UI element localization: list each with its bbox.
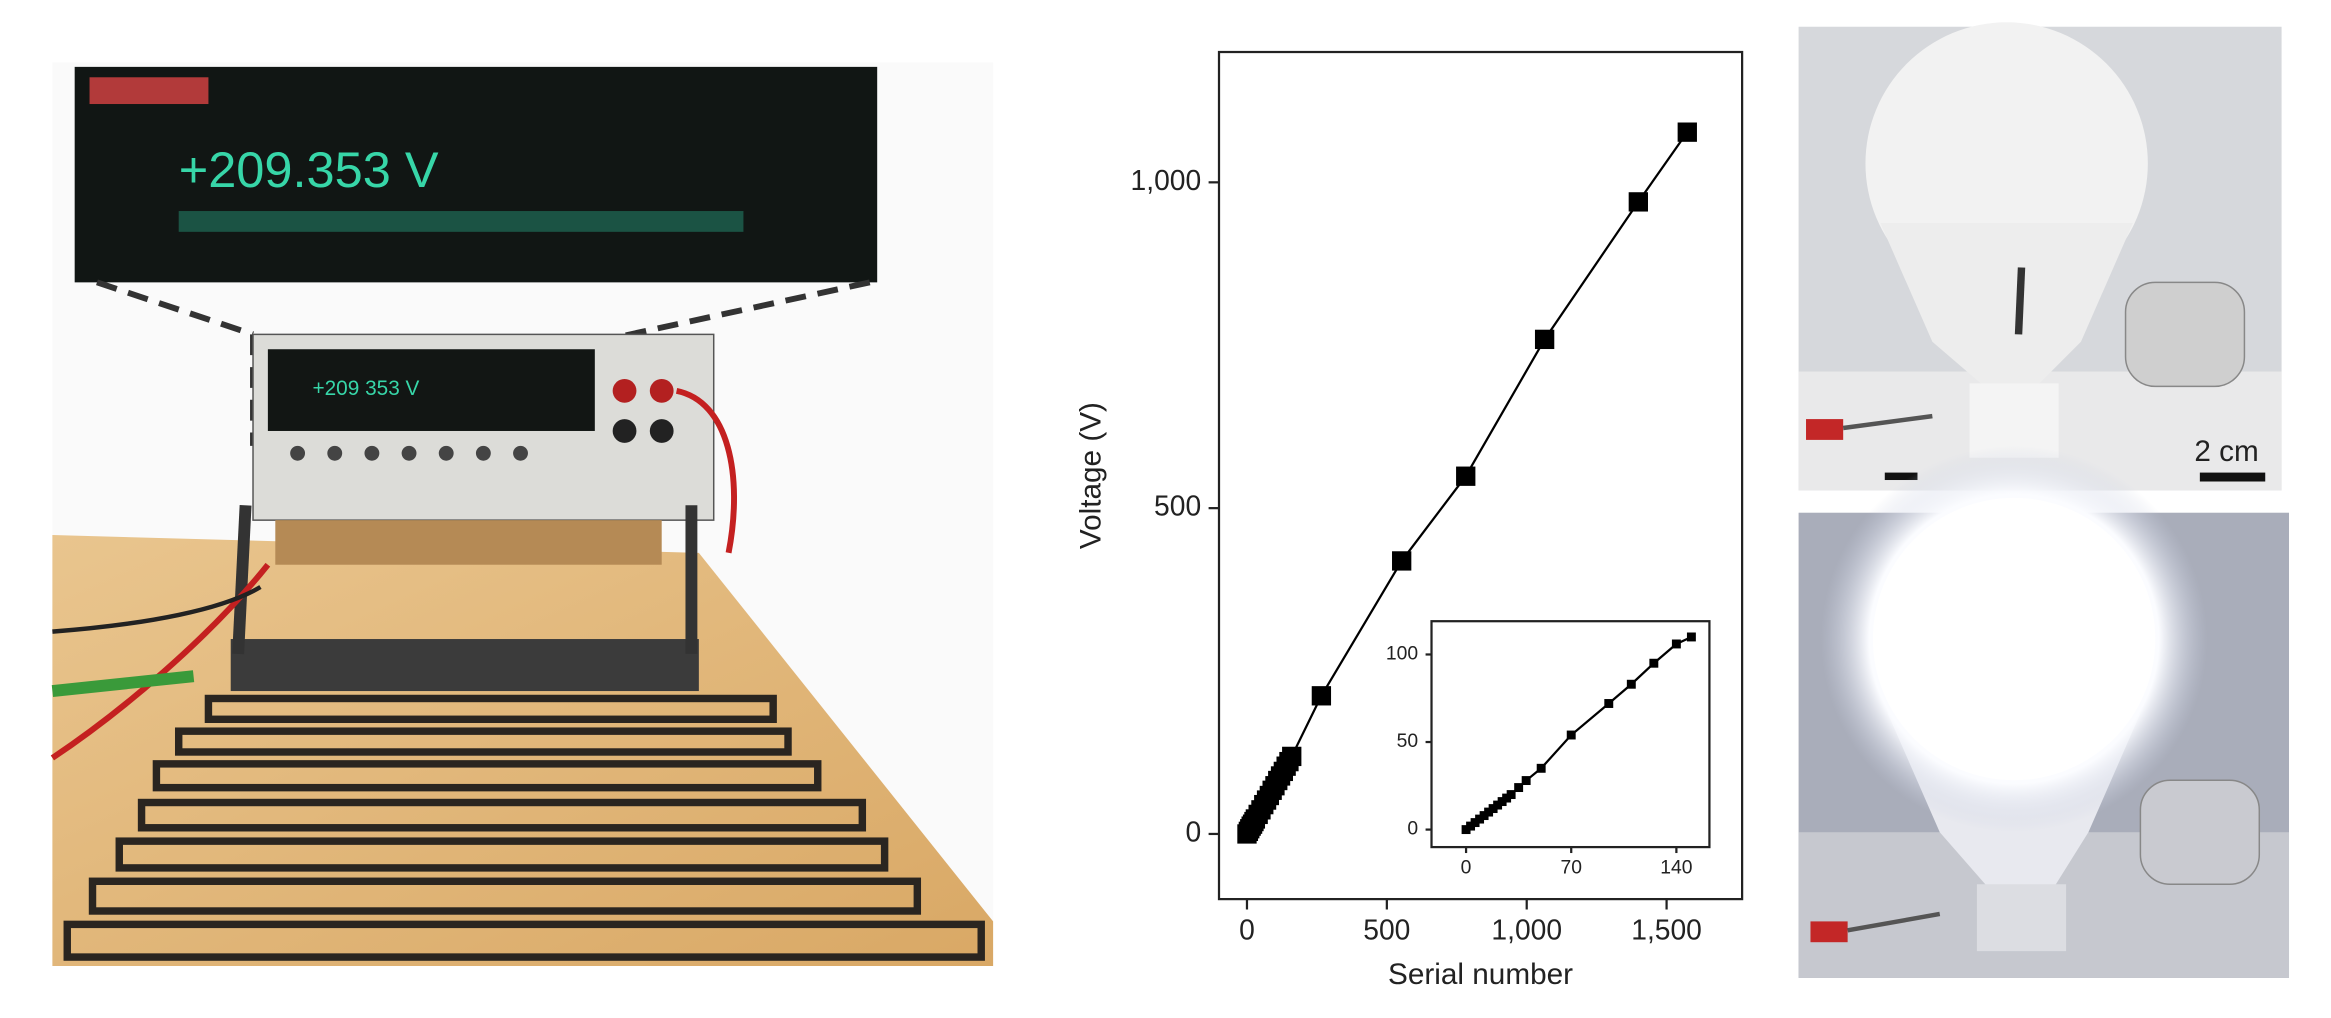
meter-reading: +209.353 V	[179, 141, 439, 198]
data-point	[1479, 811, 1489, 821]
data-point	[1514, 783, 1524, 793]
data-point	[1677, 122, 1697, 142]
data-point	[1392, 551, 1412, 571]
data-point	[1521, 776, 1531, 786]
x-tick-label: 1,000	[1491, 914, 1562, 946]
y-axis-label: Voltage (V)	[1075, 402, 1108, 549]
x-tick-label: 0	[1239, 914, 1255, 946]
y-tick-label: 50	[1397, 731, 1418, 752]
x-axis-label: Serial number	[1388, 958, 1573, 991]
scale-bar-label: 2 cm	[2194, 435, 2258, 468]
x-tick-label: 500	[1363, 914, 1410, 946]
bulb-off-photo: 2 cm	[1798, 22, 2282, 491]
data-point	[1484, 807, 1494, 817]
x-tick-label: 140	[1660, 858, 1692, 879]
data-point	[1461, 825, 1471, 835]
y-tick-label: 0	[1185, 815, 1201, 847]
data-point	[1282, 746, 1302, 767]
data-point	[1497, 797, 1507, 807]
y-tick-label: 100	[1386, 644, 1418, 665]
x-tick-label: 70	[1560, 858, 1581, 879]
y-tick-label: 500	[1154, 490, 1201, 522]
data-point	[1466, 821, 1476, 831]
x-tick-label: 1,500	[1631, 914, 1702, 946]
data-point	[1566, 730, 1576, 740]
x-tick-label: 0	[1461, 858, 1472, 879]
data-point	[1456, 466, 1476, 486]
data-point	[1671, 639, 1681, 649]
data-point	[1506, 790, 1516, 800]
data-point	[1604, 699, 1614, 708]
data-point	[1534, 329, 1555, 350]
data-point	[1628, 192, 1648, 212]
svg-text:+209 353 V: +209 353 V	[312, 377, 419, 400]
y-tick-label: 1,000	[1131, 164, 1202, 196]
data-point	[1475, 814, 1485, 824]
data-point	[1493, 800, 1503, 810]
bulb-on-photo	[1798, 445, 2290, 978]
data-point	[1311, 686, 1332, 706]
data-point	[1626, 679, 1636, 689]
y-tick-label: 0	[1407, 819, 1418, 840]
data-point	[1686, 632, 1696, 642]
data-point	[1488, 804, 1498, 814]
data-point	[1536, 763, 1546, 773]
data-point	[1649, 658, 1659, 668]
data-point	[1470, 818, 1480, 828]
meter-photo: +209.353 V +209 353 V	[50, 62, 994, 966]
data-point	[1502, 793, 1512, 803]
